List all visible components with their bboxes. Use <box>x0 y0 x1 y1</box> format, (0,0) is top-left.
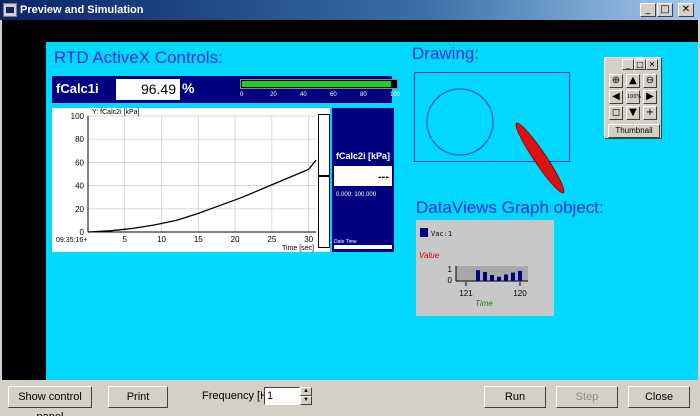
spin-down-icon[interactable]: ▼ <box>300 396 312 405</box>
show-control-panel-button[interactable]: Show control panel <box>8 386 92 416</box>
level-scale-tick: 60 <box>330 92 337 98</box>
graph-bar <box>518 270 522 281</box>
x-tick-label: 10 <box>157 235 166 244</box>
graph-value-label: Value <box>419 251 440 260</box>
graph-bar <box>490 275 494 281</box>
strip-value: --- <box>378 171 389 183</box>
thumbnail-button[interactable]: Thumbnail <box>608 124 660 138</box>
drawing-ellipse[interactable] <box>512 120 569 196</box>
strip-footer: Date Time <box>334 239 357 245</box>
window-titlebar[interactable]: Preview and Simulation <box>0 0 700 20</box>
minimize-button[interactable]: _ <box>640 3 656 17</box>
zoom-out-icon[interactable]: ⊖ <box>643 74 657 88</box>
y-axis-title: Y: fCalc2i [kPa] <box>92 109 140 116</box>
level-scale-tick: 80 <box>360 92 367 98</box>
x-start-time: 09:35:16+ <box>56 237 87 244</box>
level-bar-fill <box>242 81 391 87</box>
palette-close-button[interactable]: ✕ <box>646 59 658 70</box>
y-tick-label: 60 <box>75 158 84 167</box>
bottom-toolbar: Show control panel Print Frequency [Hz] … <box>0 380 700 416</box>
pan-up-icon[interactable]: ▲ <box>626 74 640 88</box>
frequency-input[interactable]: 1 <box>264 387 300 405</box>
app-window-icon <box>3 3 17 17</box>
dataviews-graph-svg: Vac:1 Value 1 0 121 120 Time <box>419 228 528 308</box>
drawing-shapes <box>426 88 569 196</box>
palette-minimize-button[interactable]: _ <box>622 59 634 70</box>
level-scale-tick: 40 <box>300 92 307 98</box>
step-button[interactable]: Step <box>556 386 618 408</box>
zoom-fit-icon[interactable]: ◻ <box>609 106 623 120</box>
level-bar <box>240 79 398 89</box>
zoom-in-icon[interactable]: ⊕ <box>609 74 623 88</box>
pan-right-icon[interactable]: ▶ <box>643 90 657 104</box>
x-tick-label: 30 <box>304 235 313 244</box>
print-button[interactable]: Print <box>108 386 168 408</box>
trend-plot: Y: fCalc2i [kPa] 0 20 40 60 80 100 5 10 15 20 25 30 0… <box>56 109 317 252</box>
graph-time-label: Time <box>475 299 493 308</box>
numeric-unit: % <box>182 80 195 96</box>
x-axis-title: Time [sec] <box>282 245 314 252</box>
numeric-display-control[interactable]: fCalc1i 96.49 % 0 20 40 60 80 100 <box>52 76 400 103</box>
dataviews-graph[interactable]: Vac:1 Value 1 0 121 120 Time <box>416 220 554 316</box>
level-scale-tick: 20 <box>270 92 277 98</box>
x-tick-label: 25 <box>267 235 276 244</box>
x-tick-label: 15 <box>194 235 203 244</box>
zoom-100-icon[interactable]: 100% <box>626 90 641 104</box>
close-window-button[interactable]: ✕ <box>678 3 694 17</box>
y-tick-label: 100 <box>71 112 85 121</box>
window-title: Preview and Simulation <box>20 4 144 16</box>
graph-y-tick-1: 1 <box>448 265 453 274</box>
numeric-tag-label: fCalc1i <box>56 81 99 96</box>
pan-left-icon[interactable]: ◀ <box>609 90 623 104</box>
close-button[interactable]: Close <box>628 386 690 408</box>
rtd-heading: RTD ActiveX Controls: <box>54 48 223 67</box>
x-tick-label: 20 <box>231 235 240 244</box>
graph-bar <box>476 270 480 281</box>
maximize-button[interactable]: □ <box>657 3 673 17</box>
y-tick-label: 80 <box>75 135 84 144</box>
legend-swatch <box>420 228 428 237</box>
run-button[interactable]: Run <box>484 386 546 408</box>
spin-up-icon[interactable]: ▲ <box>300 387 312 396</box>
graph-bar <box>497 276 501 281</box>
frequency-label: Frequency [Hz] <box>202 390 277 402</box>
graph-heading: DataViews Graph object: <box>416 198 604 217</box>
graph-x-tick-right: 120 <box>513 289 527 298</box>
trend-legend-panel: fCalc2i [kPa] --- 0.000: 100.000 Date Ti… <box>332 108 394 252</box>
y-tick-label: 40 <box>75 182 84 191</box>
drawing-frame[interactable] <box>414 72 570 162</box>
thumbnail-palette[interactable]: _ □ ✕ ⊕ ▲ ⊖ ◀ 100% ▶ ◻ ▼ + Thumbnail <box>604 57 662 139</box>
level-scale-tick: 0 <box>240 92 244 98</box>
frequency-spinner[interactable]: ▲ ▼ <box>300 387 312 405</box>
graph-bar <box>504 274 508 281</box>
client-area: RTD ActiveX Controls: Drawing: DataViews… <box>2 20 698 380</box>
numeric-value: 96.49 <box>116 79 180 100</box>
strip-range: 0.000: 100.000 <box>336 192 377 198</box>
x-tick-label: 5 <box>123 235 128 244</box>
legend-label: Vac:1 <box>431 230 452 238</box>
level-bar-scale: 0 20 40 60 80 100 <box>238 90 400 102</box>
new-view-icon[interactable]: + <box>643 106 657 120</box>
palette-maximize-button[interactable]: □ <box>634 59 646 70</box>
trend-cursor-slider[interactable] <box>318 114 330 248</box>
drawing-circle[interactable] <box>426 88 494 156</box>
drawing-canvas[interactable]: RTD ActiveX Controls: Drawing: DataViews… <box>46 42 698 380</box>
y-tick-label: 0 <box>80 228 85 237</box>
graph-bar <box>511 272 515 281</box>
drawing-heading: Drawing: <box>412 44 480 63</box>
level-scale-tick: 100 <box>390 92 401 98</box>
trend-series-line <box>87 159 317 233</box>
trend-plot-panel[interactable]: Y: fCalc2i [kPa] 0 20 40 60 80 100 5 10 15 20 25 30 0… <box>52 108 330 252</box>
graph-plot-area <box>456 266 528 281</box>
graph-bar <box>483 272 487 281</box>
strip-series-label: fCalc2i [kPa] <box>336 151 390 161</box>
pan-down-icon[interactable]: ▼ <box>626 106 640 120</box>
y-tick-label: 20 <box>75 205 84 214</box>
graph-x-tick-left: 121 <box>459 289 473 298</box>
graph-y-tick-0: 0 <box>448 276 453 285</box>
